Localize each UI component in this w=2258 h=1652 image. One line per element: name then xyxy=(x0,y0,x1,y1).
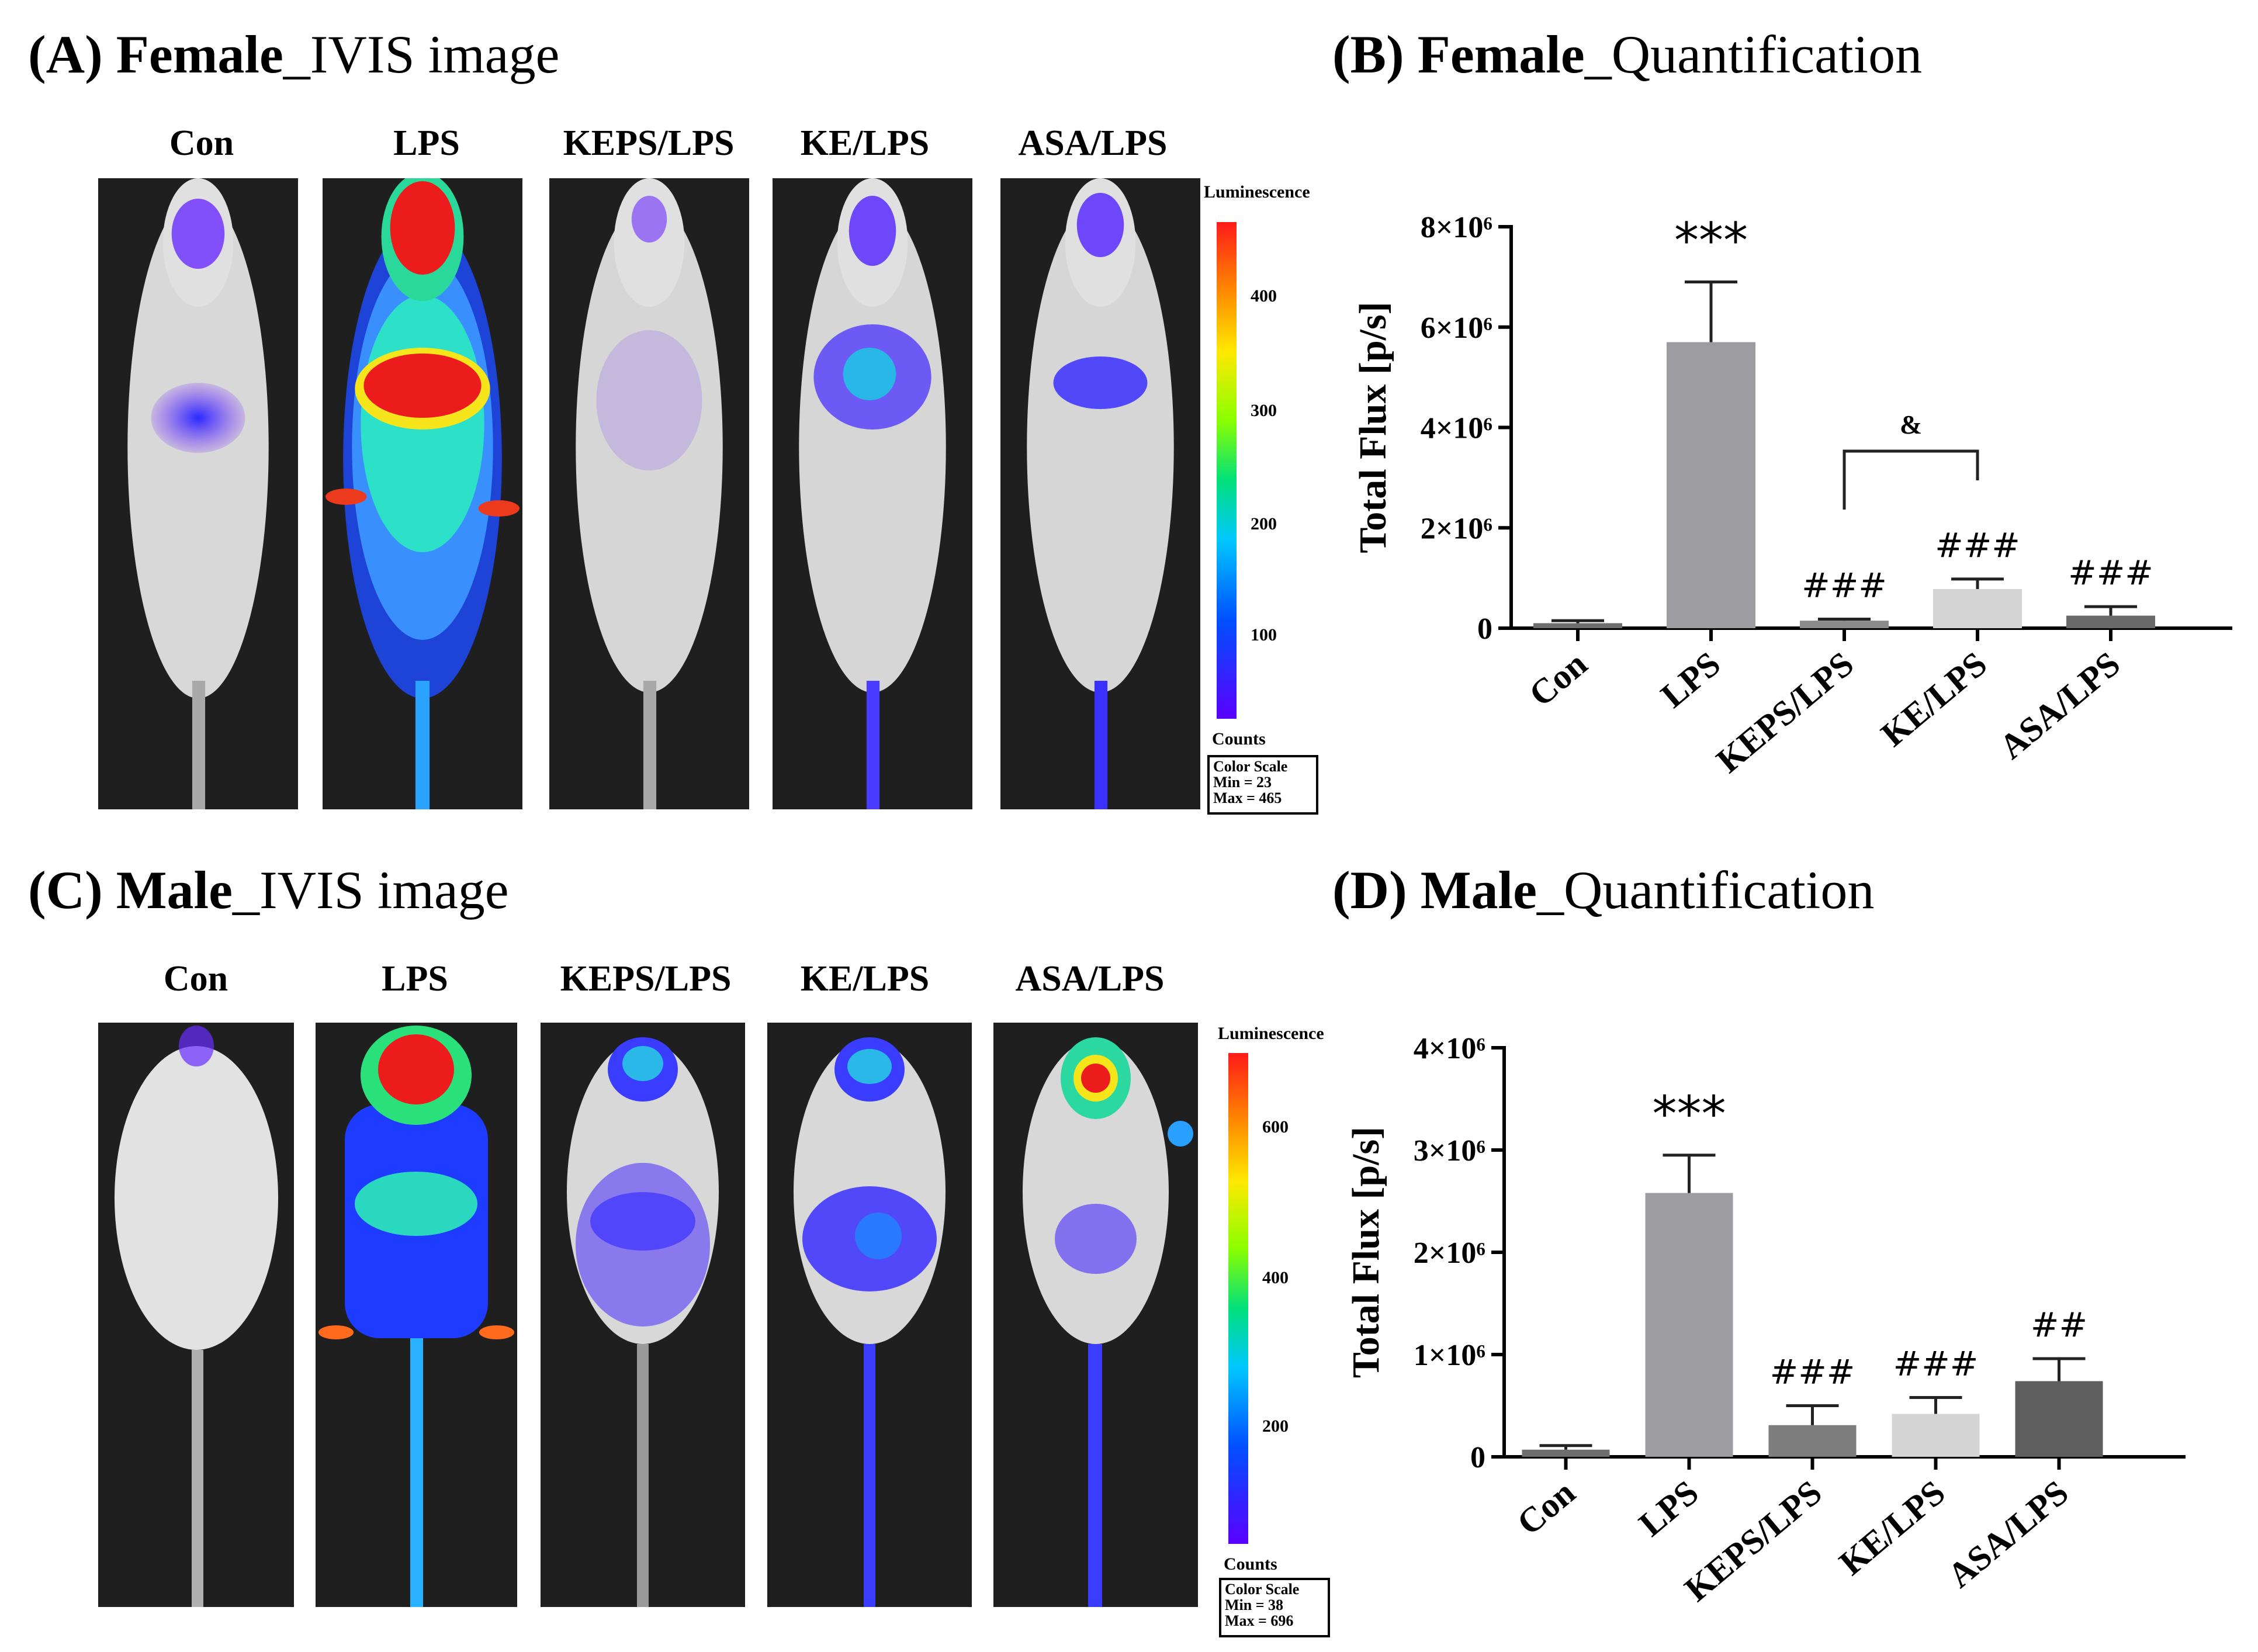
female-label-con: Con xyxy=(169,123,234,163)
female-scale-title: Luminescence xyxy=(1204,182,1310,202)
male-label-lps: LPS xyxy=(382,959,448,999)
bar-LPS xyxy=(1645,1193,1733,1457)
male-scale-box: Color Scale Min = 38 Max = 696 xyxy=(1219,1578,1330,1637)
signal-spot xyxy=(1081,1064,1110,1093)
head-signal xyxy=(390,181,455,275)
male-label-ke: KE/LPS xyxy=(800,959,930,999)
male-label-con: Con xyxy=(163,959,228,999)
signal-spot xyxy=(843,348,896,400)
female-label-keps: KEPS/LPS xyxy=(563,123,735,163)
panel-c-title: (C) Male_IVIS image xyxy=(28,860,509,920)
female-scale-box: Color Scale Min = 23 Max = 465 xyxy=(1207,755,1318,815)
panel-b-title: (B) Female_Quantification xyxy=(1332,25,1923,84)
significance-label: *** xyxy=(1653,1085,1726,1142)
bar-KE/LPS xyxy=(1892,1414,1980,1457)
significance-label: ### xyxy=(1935,525,2020,565)
bar-Con xyxy=(1522,1449,1610,1457)
male-color-bar xyxy=(1228,1053,1248,1544)
bar-Con xyxy=(1533,623,1622,628)
bar-KE/LPS xyxy=(1933,589,2022,628)
x-tick-label: KEPS/LPS xyxy=(1709,644,1861,780)
y-tick-label: 2×10⁶ xyxy=(1421,512,1492,545)
bracket-label: & xyxy=(1900,410,1922,439)
bar-KEPS/LPS xyxy=(1768,1425,1857,1457)
bar-ASA/LPS xyxy=(2015,1381,2103,1457)
y-tick-label: 1×10⁶ xyxy=(1414,1339,1485,1372)
comparison-bracket xyxy=(1843,449,1979,510)
x-tick-label: Con xyxy=(1510,1473,1582,1542)
female-color-bar xyxy=(1217,222,1237,719)
x-tick-label: LPS xyxy=(1654,644,1728,715)
y-tick-label: 8×10⁶ xyxy=(1421,211,1492,244)
y-tick-label: 6×10⁶ xyxy=(1421,311,1492,345)
significance-label: ### xyxy=(2068,553,2153,593)
significance-label: ### xyxy=(1770,1352,1855,1392)
female-label-asa: ASA/LPS xyxy=(1018,123,1168,163)
male-tick-400: 400 xyxy=(1262,1268,1289,1287)
male-label-asa: ASA/LPS xyxy=(1015,959,1165,999)
significance-label: ### xyxy=(1893,1344,1979,1384)
female-tick-400: 400 xyxy=(1251,286,1277,306)
x-tick-label: ASA/LPS xyxy=(1992,644,2127,766)
y-tick-label: 2×10⁶ xyxy=(1414,1237,1485,1270)
male-scale-title: Luminescence xyxy=(1218,1024,1324,1043)
signal-spot xyxy=(363,354,482,418)
signal-spot xyxy=(1053,356,1148,409)
y-tick-label: 3×10⁶ xyxy=(1414,1134,1485,1168)
female-ivis-asa xyxy=(1000,178,1200,809)
y-axis-label: Total Flux [p/s] xyxy=(1345,1127,1387,1378)
female-label-ke: KE/LPS xyxy=(800,123,930,163)
female-label-lps: LPS xyxy=(393,123,460,163)
signal-spot xyxy=(151,383,245,453)
male-ivis-con xyxy=(98,1023,294,1607)
mouse-body xyxy=(799,202,946,692)
female-tick-200: 200 xyxy=(1251,514,1277,534)
signal-spot xyxy=(596,330,702,470)
mouse-body xyxy=(576,202,723,692)
male-tick-200: 200 xyxy=(1262,1417,1289,1436)
y-tick-label: 0 xyxy=(1470,1441,1485,1474)
y-tick-label: 4×10⁶ xyxy=(1421,412,1492,445)
significance-label: ### xyxy=(1802,566,1887,605)
y-tick-label: 0 xyxy=(1477,612,1492,646)
x-tick-label: KEPS/LPS xyxy=(1677,1473,1829,1609)
male-ivis-asa xyxy=(993,1023,1198,1607)
male-bar-chart: 0 1×10⁶ 2×10⁶ 3×10⁶ 4×10⁶ Total Flux [p/s] Con… xyxy=(1345,1032,2186,1609)
y-axis-label: Total Flux [p/s] xyxy=(1352,302,1394,553)
mouse-body xyxy=(115,1046,278,1350)
male-tick-600: 600 xyxy=(1262,1117,1289,1137)
x-tick-label: KE/LPS xyxy=(1832,1473,1952,1582)
male-ivis-ke xyxy=(767,1023,972,1607)
female-tick-100: 100 xyxy=(1251,625,1277,645)
x-tick-label: Con xyxy=(1522,644,1594,714)
female-scale-units: Counts xyxy=(1212,729,1266,749)
x-tick-label: LPS xyxy=(1632,1473,1706,1543)
significance-label: ## xyxy=(2031,1305,2087,1345)
panel-a-title: (A) Female_IVIS image xyxy=(28,25,560,84)
female-ivis-con xyxy=(98,178,298,809)
male-scale-units: Counts xyxy=(1224,1554,1277,1574)
bar-LPS xyxy=(1667,342,1755,628)
female-bar-chart: 0 2×10⁶ 4×10⁶ 6×10⁶ 8×10⁶ Total Flux [p/s] Con… xyxy=(1352,211,2232,780)
x-tick-label: ASA/LPS xyxy=(1940,1473,2075,1595)
male-label-keps: KEPS/LPS xyxy=(560,959,732,999)
female-ivis-lps xyxy=(323,178,522,809)
panel-d-title: (D) Male_Quantification xyxy=(1332,860,1875,920)
x-tick-label: KE/LPS xyxy=(1873,644,1994,754)
male-ivis-keps xyxy=(541,1023,745,1607)
y-tick-label: 4×10⁶ xyxy=(1414,1032,1485,1065)
mouse-body xyxy=(1027,202,1174,692)
bar-KEPS/LPS xyxy=(1800,621,1889,628)
significance-label: *** xyxy=(1674,212,1748,269)
bar-ASA/LPS xyxy=(2066,615,2155,628)
female-ivis-ke xyxy=(773,178,972,809)
mouse-body xyxy=(1023,1040,1169,1344)
male-ivis-lps xyxy=(316,1023,517,1607)
female-tick-300: 300 xyxy=(1251,401,1277,420)
female-ivis-keps xyxy=(549,178,749,809)
signal-spot xyxy=(355,1172,477,1236)
